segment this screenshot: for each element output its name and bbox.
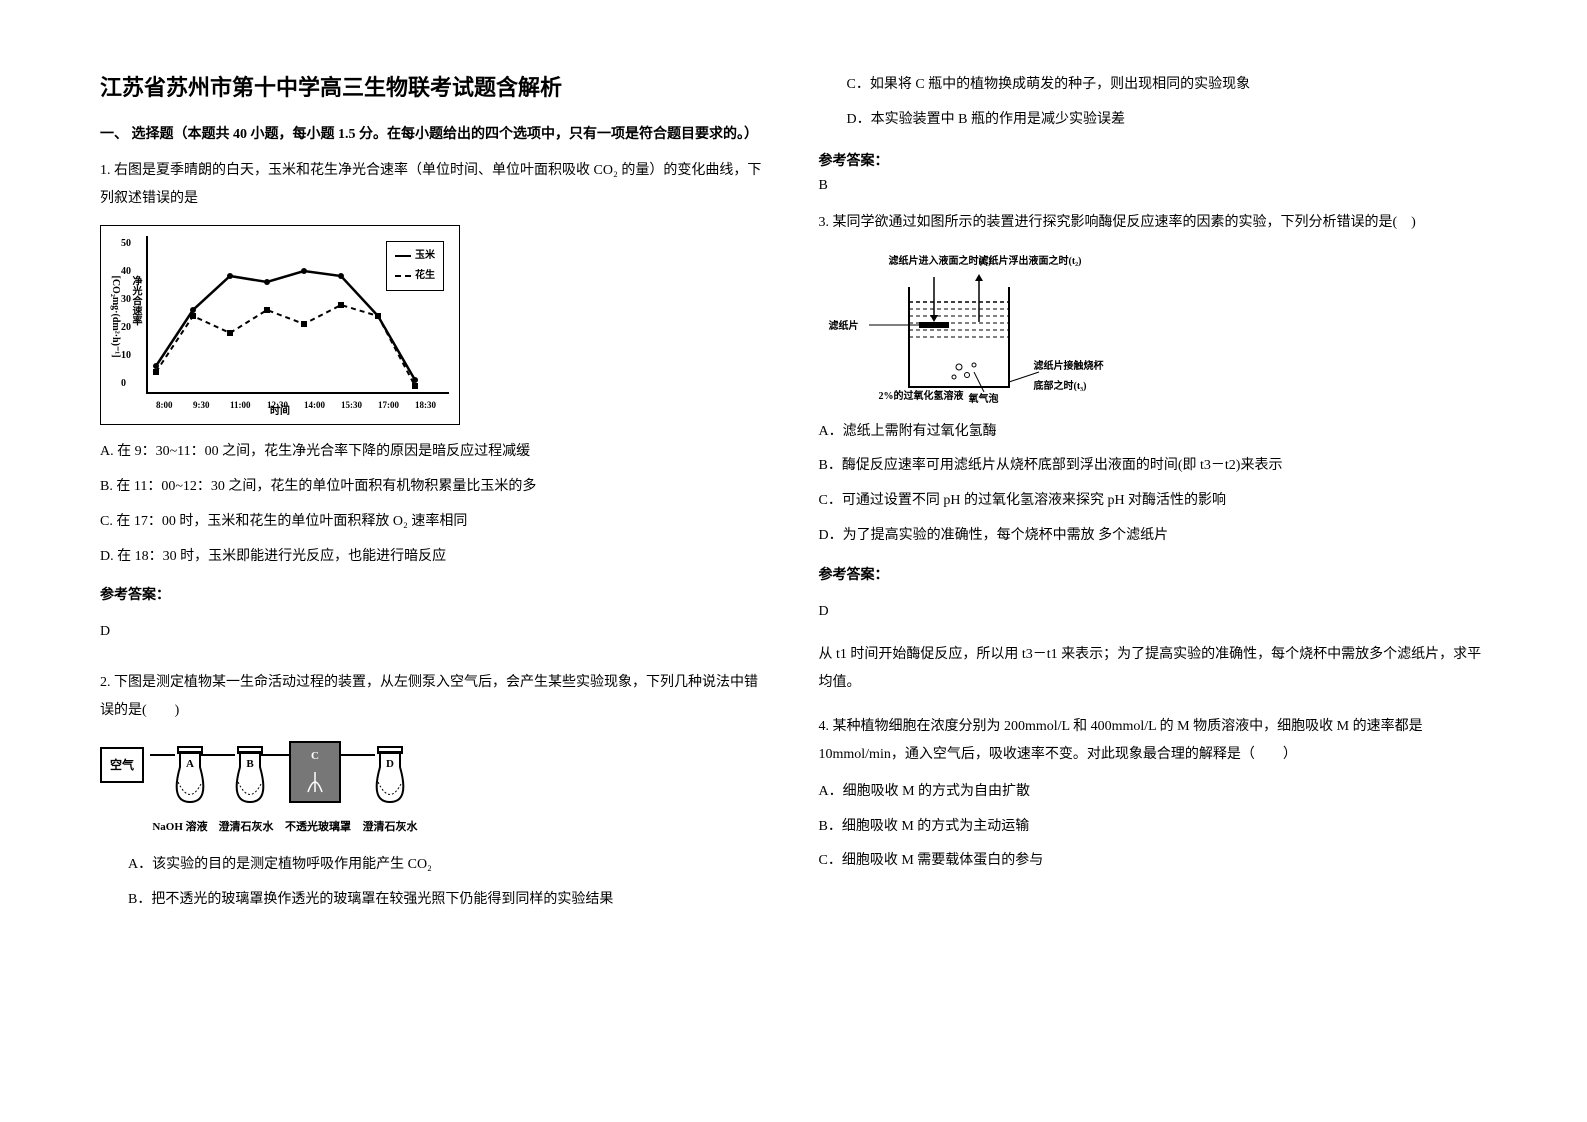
q1-option-d: D. 在 18：30 时，玉米即能进行光反应，也能进行暗反应 — [100, 542, 769, 573]
x-tick: 11:00 — [230, 396, 251, 414]
legend-item: 玉米 — [415, 246, 435, 266]
question-3: 3. 某同学欲通过如图所示的装置进行探究影响酶促反应速率的因素的实验，下列分析错… — [819, 209, 1488, 705]
x-axis-label: 时间 — [270, 402, 290, 422]
x-tick: 17:00 — [378, 396, 399, 414]
fig-label-t3: 滤纸片接触烧杯底部之时(t₃) — [1034, 357, 1104, 397]
answer-label: 参考答案： — [819, 562, 1488, 590]
q2-stem: 2. 下图是测定植物某一生命活动过程的装置，从左侧泵入空气后，会产生某些实验现象… — [100, 669, 769, 725]
flask-bottom-label: 澄清石灰水 — [216, 816, 276, 838]
q2-option-b: B．把不透光的玻璃罩换作透光的玻璃罩在较强光照下仍能得到同样的实验结果 — [100, 885, 769, 916]
y-tick: 30 — [121, 290, 131, 310]
y-tick: 0 — [121, 374, 126, 394]
question-4: 4. 某种植物细胞在浓度分别为 200mmol/L 和 400mmol/L 的 … — [819, 713, 1488, 881]
q4-option-c: C．细胞吸收 M 需要载体蛋白的参与 — [819, 846, 1488, 877]
q1-answer: D — [100, 618, 769, 646]
x-tick: 15:30 — [341, 396, 362, 414]
q3-option-d: D．为了提高实验的准确性，每个烧杯中需放 多个滤纸片 — [819, 521, 1488, 552]
fig-label-t2: 滤纸片浮出液面之时(t₂) — [979, 252, 1082, 272]
legend-item: 花生 — [415, 266, 435, 286]
q3-figure: 滤纸片进入液面之时(t₁) 滤纸片浮出液面之时(t₂) 滤纸片 滤纸片接触烧杯底… — [819, 247, 1099, 407]
x-tick: 8:00 — [156, 396, 173, 414]
q1-option-b: B. 在 11：00~12：30 之间，花生的单位叶面积有机物积累量比玉米的多 — [100, 472, 769, 503]
answer-label: 参考答案： — [100, 582, 769, 610]
q1-option-a: A. 在 9：30~11：00 之间，花生净光合率下降的原因是暗反应过程减缓 — [100, 437, 769, 468]
y-tick: 50 — [121, 234, 131, 254]
q3-answer: D — [819, 598, 1488, 626]
fig-label-liquid: 2%的过氧化氢溶液 — [879, 387, 964, 407]
q4-option-a: A．细胞吸收 M 的方式为自由扩散 — [819, 777, 1488, 808]
section-heading: 一、 选择题（本题共 40 小题，每小题 1.5 分。在每小题给出的四个选项中，… — [100, 122, 769, 147]
q3-stem: 3. 某同学欲通过如图所示的装置进行探究影响酶促反应速率的因素的实验，下列分析错… — [819, 209, 1488, 237]
q3-option-b: B．酶促反应速率可用滤纸片从烧杯底部到浮出液面的时间(即 t3－t2)来表示 — [819, 451, 1488, 482]
chart-legend: 玉米 花生 — [386, 241, 444, 291]
svg-text:C: C — [311, 750, 319, 762]
page-title: 江苏省苏州市第十中学高三生物联考试题含解析 — [100, 70, 769, 102]
fig-label-t1: 滤纸片进入液面之时(t₁) — [889, 252, 992, 272]
flask-bottom-label: NaOH 溶液 — [150, 816, 210, 838]
fig-label-bubble: 氧气泡 — [969, 390, 999, 410]
x-tick: 14:00 — [304, 396, 325, 414]
question-1: 1. 右图是夏季晴朗的白天，玉米和花生净光合速率（单位时间、单位叶面积吸收 CO… — [100, 157, 769, 661]
q1-option-c: C. 在 17：00 时，玉米和花生的单位叶面积释放 O₂ 速率相同 — [100, 507, 769, 538]
flask-diagram: A B C — [150, 737, 420, 812]
air-label: 空气 — [100, 747, 144, 783]
svg-text:B: B — [246, 758, 254, 770]
q3-option-a: A．滤纸上需附有过氧化氢酶 — [819, 417, 1488, 448]
q4-stem: 4. 某种植物细胞在浓度分别为 200mmol/L 和 400mmol/L 的 … — [819, 713, 1488, 769]
q1-chart: 净光合速率[CO₂mg·(dm²·h)⁻¹] 0 10 20 30 40 50 … — [100, 225, 460, 425]
y-tick: 40 — [121, 262, 131, 282]
q2-option-a: A．该实验的目的是测定植物呼吸作用能产生 CO₂ — [100, 850, 769, 881]
svg-text:A: A — [186, 758, 194, 770]
q1-stem: 1. 右图是夏季晴朗的白天，玉米和花生净光合速率（单位时间、单位叶面积吸收 CO… — [100, 157, 769, 213]
x-tick: 18:30 — [415, 396, 436, 414]
q4-option-b: B．细胞吸收 M 的方式为主动运输 — [819, 812, 1488, 843]
y-tick: 20 — [121, 318, 131, 338]
q3-option-c: C．可通过设置不同 pH 的过氧化氢溶液来探究 pH 对酶活性的影响 — [819, 486, 1488, 517]
answer-label: 参考答案： — [819, 150, 1488, 170]
q2-apparatus: 空气 A — [100, 737, 769, 838]
fig-label-paper: 滤纸片 — [829, 317, 859, 337]
flask-bottom-label: 不透光玻璃罩 — [282, 816, 354, 838]
flask-bottom-label: 澄清石灰水 — [360, 816, 420, 838]
q2-option-c: C．如果将 C 瓶中的植物换成萌发的种子，则出现相同的实验现象 — [819, 70, 1488, 101]
question-2: 2. 下图是测定植物某一生命活动过程的装置，从左侧泵入空气后，会产生某些实验现象… — [100, 669, 769, 920]
q2-answer: B — [819, 178, 1488, 194]
q3-explanation: 从 t1 时间开始酶促反应，所以用 t3－t1 来表示；为了提高实验的准确性，每… — [819, 641, 1488, 697]
x-tick: 9:30 — [193, 396, 210, 414]
svg-text:D: D — [386, 758, 394, 770]
y-tick: 10 — [121, 346, 131, 366]
q2-option-d: D．本实验装置中 B 瓶的作用是减少实验误差 — [819, 105, 1488, 136]
